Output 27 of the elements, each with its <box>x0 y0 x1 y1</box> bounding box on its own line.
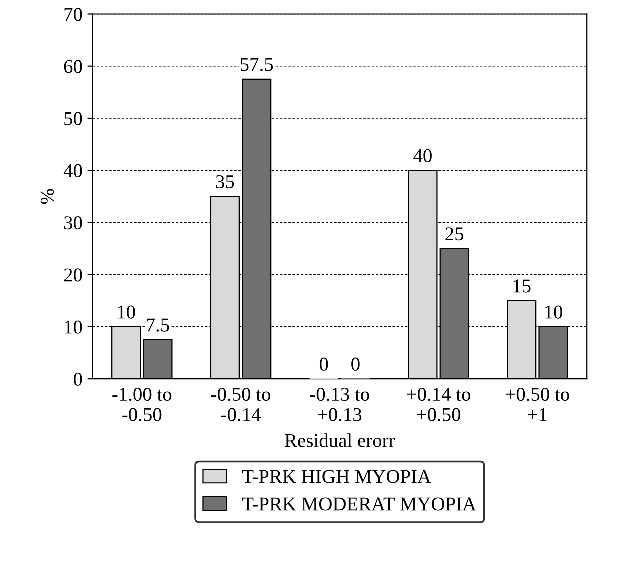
data-label: 0 <box>352 358 360 371</box>
y-tick-label: 30 <box>64 216 82 230</box>
x-tick-label: -0.13 to +0.13 <box>310 388 370 422</box>
y-tick-label: 10 <box>65 320 82 334</box>
data-label: 35 <box>216 175 234 189</box>
x-tick-label: +0.14 to +0.50 <box>407 388 471 422</box>
data-label: 0 <box>320 358 328 371</box>
data-label: 40 <box>414 149 432 162</box>
data-label: 10 <box>545 306 562 319</box>
data-label: 57.5 <box>240 58 274 72</box>
y-tick-label: 60 <box>64 60 82 74</box>
legend-label: T-PRK MODERAT MYOPIA <box>242 498 476 511</box>
y-tick-label: 50 <box>64 112 82 126</box>
y-tick-label: 40 <box>64 164 82 178</box>
x-axis-title: Residual erorr <box>285 434 396 448</box>
data-label: 15 <box>514 280 531 293</box>
x-tick-label: -1.00 to -0.50 <box>112 388 172 422</box>
x-tick-label: -0.50 to -0.14 <box>212 388 271 422</box>
x-tick-label: +0.50 to +1 <box>506 388 570 422</box>
data-label: 7.5 <box>147 318 170 332</box>
legend-label: T-PRK HIGH MYOPIA <box>242 470 432 484</box>
data-label: 25 <box>446 228 464 241</box>
y-tick-label: 70 <box>64 8 82 22</box>
y-axis-title: % <box>40 189 54 204</box>
y-tick-label: 20 <box>64 268 82 282</box>
data-label: 10 <box>118 306 136 319</box>
y-tick-label: 0 <box>74 372 82 386</box>
